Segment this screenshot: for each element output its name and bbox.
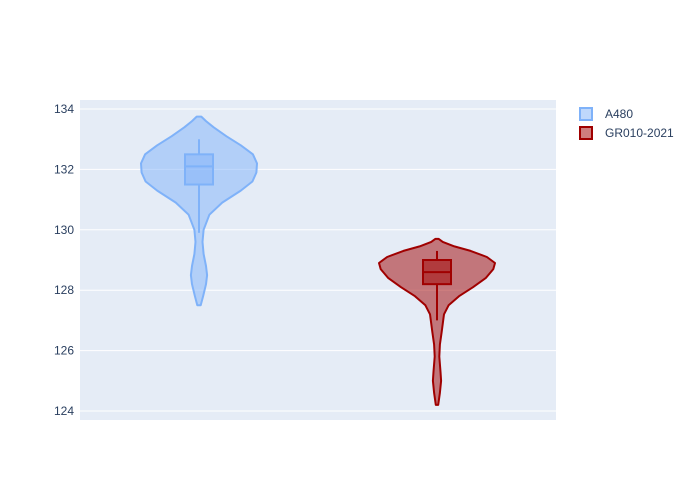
legend: A480 GR010-2021 [579, 107, 674, 140]
legend-item: GR010-2021 [579, 126, 674, 140]
legend-label: GR010-2021 [605, 126, 674, 140]
y-tick-label: 128 [54, 283, 74, 297]
legend-swatch [579, 126, 593, 140]
violins [140, 115, 496, 406]
y-tick-label: 134 [54, 102, 74, 116]
y-tick-label: 130 [54, 223, 74, 237]
legend-label: A480 [605, 107, 633, 121]
grid [80, 108, 556, 412]
y-tick-label: 126 [54, 344, 74, 358]
box [184, 153, 214, 186]
legend-item: A480 [579, 107, 633, 121]
y-tick-label: 132 [54, 162, 74, 176]
violin-gr010-2021 [378, 237, 496, 406]
y-tick-label: 124 [54, 404, 74, 418]
violin-body [378, 237, 496, 406]
violin-a480 [140, 115, 258, 307]
legend-swatch [579, 107, 593, 121]
y-axis: 124 126 128 130 132 134 [54, 102, 74, 418]
